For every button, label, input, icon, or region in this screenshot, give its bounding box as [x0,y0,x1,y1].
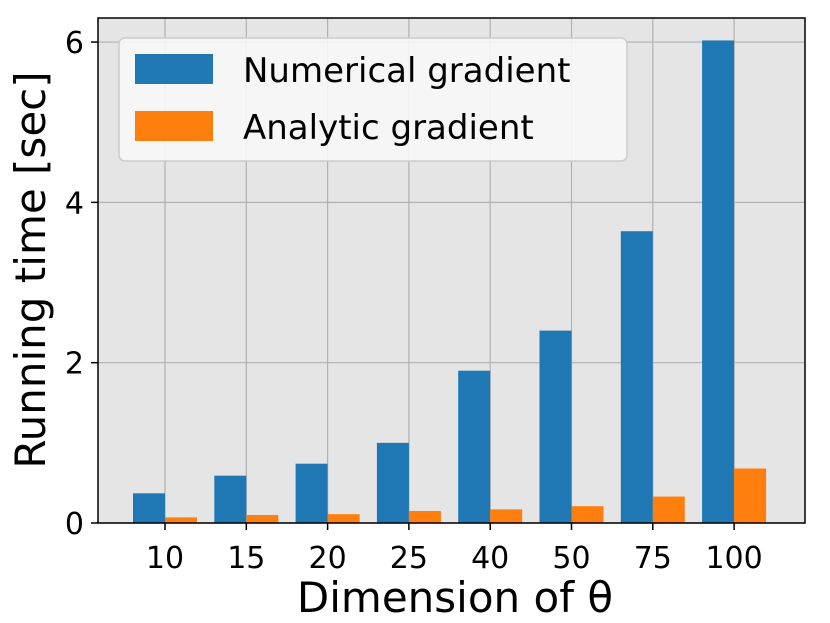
x-axis-label: Dimension of θ [297,573,613,622]
legend-swatch-numerical [135,54,213,84]
legend-swatch-analytic [135,111,213,141]
bar-analytic-gradient [246,514,279,523]
bar-numerical-gradient [539,330,572,523]
bar-analytic-gradient [490,509,523,523]
bars [133,40,767,523]
y-axis-label: Running time [sec] [6,71,55,468]
bar-analytic-gradient [571,506,604,523]
y-tick-label: 0 [65,507,84,542]
bar-analytic-gradient [652,496,685,523]
x-tick-label: 75 [634,541,672,576]
x-tick-label: 25 [390,541,428,576]
plot-frame [97,17,806,524]
bar-numerical-gradient [295,463,328,523]
x-tick-label: 20 [309,541,347,576]
bar-numerical-gradient [376,442,409,523]
bar-analytic-gradient [327,514,360,523]
bar-analytic-gradient [165,517,197,523]
ticks: 10 15 20 25 40 50 75 100 0 2 4 6 [65,26,763,576]
bar-numerical-gradient [133,493,165,523]
x-tick-label: 50 [552,541,590,576]
bar-numerical-gradient [458,370,491,523]
bar-analytic-gradient [734,468,767,523]
x-tick-label: 40 [471,541,509,576]
y-tick-label: 2 [65,347,84,382]
legend: Numerical gradient Analytic gradient [118,37,628,162]
bar-numerical-gradient [214,475,247,523]
y-tick-label: 4 [65,186,84,221]
bar-numerical-gradient [620,231,653,523]
legend-box [118,37,628,162]
x-tick-label: 10 [146,541,184,576]
x-tick-label: 15 [227,541,265,576]
x-tick-label: 100 [705,541,762,576]
legend-label-analytic: Analytic gradient [243,108,534,148]
bar-numerical-gradient [702,40,735,523]
legend-label-numerical: Numerical gradient [243,51,570,91]
y-tick-label: 6 [65,26,84,61]
bar-analytic-gradient [408,510,441,523]
